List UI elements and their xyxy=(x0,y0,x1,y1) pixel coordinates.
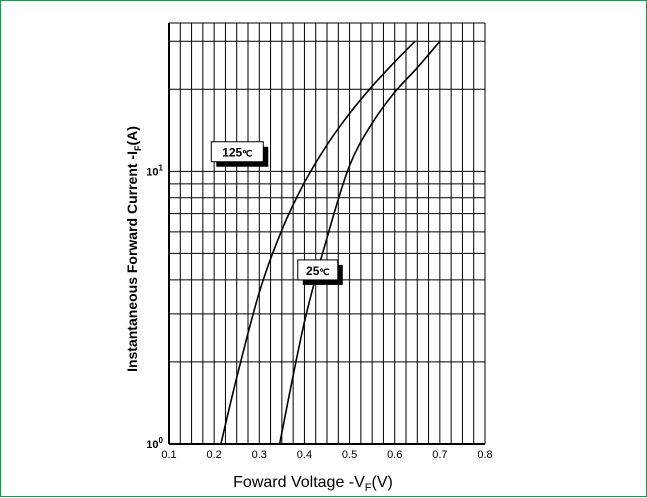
x-axis-title: Foward Voltage -VF(V) xyxy=(233,474,393,494)
x-tick-label: 0.7 xyxy=(432,449,447,461)
curve-label-box xyxy=(210,141,264,163)
x-tick-label: 0.3 xyxy=(252,449,267,461)
curve-labels: 125℃ 25℃ xyxy=(210,141,343,285)
y-axis-title: Instantaneous Forward Current -IF(A) xyxy=(124,126,143,372)
curve-label-125: 125℃ xyxy=(222,146,252,160)
curve-label-box xyxy=(297,259,339,281)
y-tick-label: 100 xyxy=(146,436,163,451)
x-tick-label: 0.2 xyxy=(206,449,221,461)
ticks: 0.1 0.2 0.3 0.4 0.5 0.6 0.7 0.8 100 101 xyxy=(146,163,492,461)
y-tick-label: 101 xyxy=(146,163,163,178)
series-line-25 xyxy=(278,40,441,445)
grid xyxy=(168,22,486,445)
x-tick-label: 0.1 xyxy=(161,449,176,461)
x-tick-label: 0.5 xyxy=(342,449,357,461)
curve-label-25: 25℃ xyxy=(306,264,329,278)
x-tick-label: 0.6 xyxy=(387,449,402,461)
x-tick-label: 0.4 xyxy=(297,449,312,461)
x-tick-label: 0.8 xyxy=(477,449,492,461)
series-line-125 xyxy=(220,40,416,445)
curves xyxy=(220,40,441,445)
